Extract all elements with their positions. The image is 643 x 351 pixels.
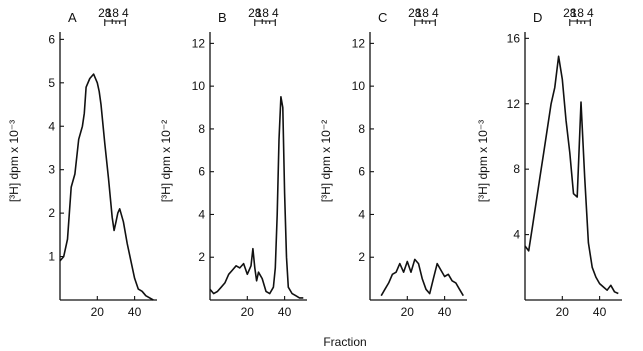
x-tick-label: 40 (593, 305, 607, 319)
y-tick-label: 4 (513, 228, 520, 242)
marker-label: 4 (272, 6, 279, 20)
y-axis-label: [³H] dpm x 10⁻³ (476, 120, 490, 202)
x-tick-label: 20 (401, 305, 415, 319)
y-tick-label: 8 (198, 122, 205, 136)
y-tick-label: 2 (48, 206, 55, 220)
marker-label: 4 (432, 6, 439, 20)
panel-label: C (378, 10, 387, 25)
panel-label: A (68, 10, 77, 25)
y-tick-label: 16 (507, 31, 521, 45)
panel-label: B (218, 10, 227, 25)
y-tick-label: 12 (352, 36, 366, 50)
y-axis-label: [³H] dpm x 10⁻³ (7, 120, 21, 202)
x-tick-label: 20 (241, 305, 255, 319)
y-tick-label: 8 (358, 122, 365, 136)
y-tick-label: 5 (48, 76, 55, 90)
x-tick-label: 40 (128, 305, 142, 319)
y-tick-label: 12 (192, 36, 206, 50)
y-tick-label: 2 (198, 250, 205, 264)
y-tick-label: 12 (507, 97, 521, 111)
series-line (525, 56, 618, 293)
marker-label: 4 (587, 6, 594, 20)
y-tick-label: 10 (352, 79, 366, 93)
series-line (210, 97, 303, 298)
series-line (381, 259, 463, 295)
y-tick-label: 4 (358, 207, 365, 221)
marker-label: 18 (256, 6, 270, 20)
figure-x-axis-label: Fraction (323, 335, 366, 349)
y-tick-label: 6 (198, 165, 205, 179)
y-tick-label: 2 (358, 250, 365, 264)
x-tick-label: 20 (91, 305, 105, 319)
y-tick-label: 10 (192, 79, 206, 93)
y-tick-label: 8 (513, 162, 520, 176)
y-tick-label: 4 (198, 207, 205, 221)
y-axis-label: [³H] dpm x 10⁻² (319, 120, 333, 202)
marker-label: 18 (106, 6, 120, 20)
x-tick-label: 40 (278, 305, 292, 319)
y-tick-label: 4 (48, 119, 55, 133)
y-tick-label: 6 (48, 32, 55, 46)
y-tick-label: 3 (48, 163, 55, 177)
marker-label: 4 (122, 6, 129, 20)
marker-label: 18 (571, 6, 585, 20)
x-tick-label: 40 (438, 305, 452, 319)
y-tick-label: 6 (358, 165, 365, 179)
panel-label: D (533, 10, 542, 25)
y-tick-label: 1 (48, 250, 55, 264)
marker-label: 18 (416, 6, 430, 20)
x-tick-label: 20 (556, 305, 570, 319)
series-line (60, 74, 153, 300)
y-axis-label: [³H] dpm x 10⁻² (159, 120, 173, 202)
